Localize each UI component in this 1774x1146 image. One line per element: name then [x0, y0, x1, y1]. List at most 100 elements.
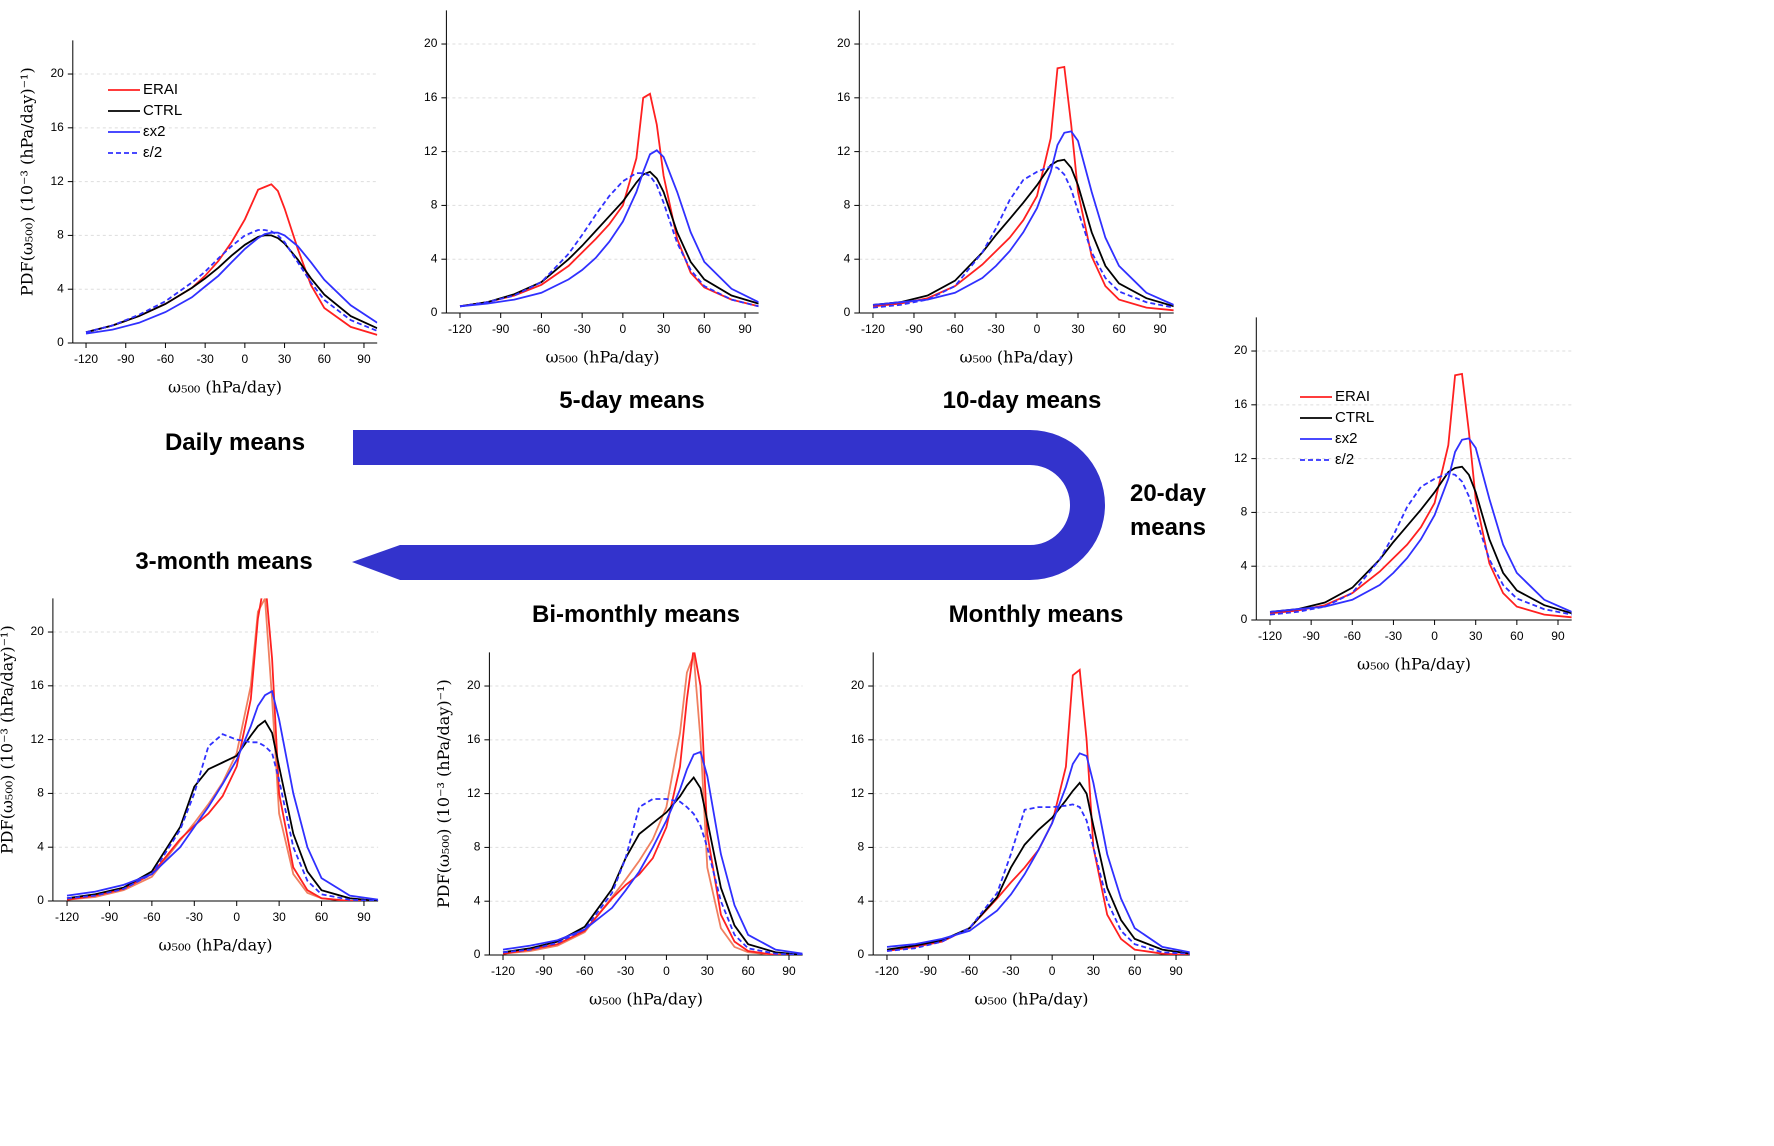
legend-text: ε/2 — [143, 144, 162, 161]
series-line — [872, 130, 1174, 306]
x-tick-label: -60 — [576, 964, 594, 978]
x-tick-label: 90 — [1153, 322, 1167, 336]
legend-text: ERAI — [143, 81, 178, 98]
x-tick-label: -30 — [1002, 964, 1020, 978]
series-line — [459, 170, 759, 308]
chart-title: Daily means — [164, 429, 306, 456]
plot-lines — [66, 598, 379, 902]
x-tick-label: -90 — [535, 964, 553, 978]
x-tick-label: 0 — [620, 322, 627, 336]
series-line — [1269, 465, 1572, 615]
x-tick-label: -30 — [196, 352, 214, 366]
series-line — [886, 668, 1190, 956]
y-tick-label: 8 — [431, 198, 438, 212]
x-tick-label: 90 — [738, 322, 752, 336]
chart-title: Monthly means — [948, 601, 1124, 628]
y-tick-label: 16 — [31, 678, 45, 692]
y-axis-label: PDF(ω₅₀₀) (10⁻³ (hPa/day)⁻¹) — [434, 679, 453, 908]
y-tick-label: 16 — [837, 90, 851, 104]
x-tick-label: 30 — [657, 322, 671, 336]
plot-lines — [85, 183, 378, 336]
x-tick-label: 30 — [278, 352, 292, 366]
y-tick-label: 8 — [1241, 505, 1248, 519]
y-tick-label: 4 — [57, 281, 64, 295]
y-tick-label: 0 — [431, 305, 438, 319]
y-tick-label: 12 — [31, 732, 45, 746]
x-tick-label: -120 — [55, 910, 79, 924]
x-tick-label: 0 — [663, 964, 670, 978]
x-tick-label: 60 — [698, 322, 712, 336]
y-tick-label: 4 — [431, 251, 438, 265]
chart-title: 3-month means — [135, 548, 313, 575]
chart-title: Bi-monthly means — [531, 601, 741, 628]
y-tick-label: 0 — [1241, 612, 1248, 626]
x-tick-label: -90 — [920, 964, 938, 978]
x-tick-label: -120 — [1258, 629, 1282, 643]
x-tick-label: 90 — [1551, 629, 1565, 643]
x-tick-label: 60 — [1128, 964, 1142, 978]
series-line — [502, 750, 803, 955]
series-line — [85, 234, 378, 334]
x-axis-label: ω₅₀₀ (hPa/day) — [589, 990, 703, 1009]
x-tick-label: -60 — [157, 352, 175, 366]
y-tick-label: 0 — [57, 335, 64, 349]
y-tick-label: 8 — [858, 840, 865, 854]
series-line — [1269, 437, 1572, 613]
x-tick-label: 30 — [1087, 964, 1101, 978]
x-tick-label: -120 — [74, 352, 98, 366]
series-line — [85, 229, 378, 334]
x-tick-label: -90 — [1302, 629, 1320, 643]
x-axis-label: ω₅₀₀ (hPa/day) — [546, 348, 660, 367]
y-tick-label: 0 — [858, 947, 865, 961]
x-tick-label: -90 — [117, 352, 135, 366]
series-line — [886, 803, 1190, 955]
x-tick-label: 60 — [741, 964, 755, 978]
x-tick-label: -60 — [143, 910, 161, 924]
y-tick-label: 12 — [467, 786, 481, 800]
x-tick-label: -30 — [573, 322, 591, 336]
chart-title: 10-day means — [942, 387, 1102, 414]
x-tick-label: -30 — [186, 910, 204, 924]
y-tick-label: 12 — [851, 786, 865, 800]
y-tick-label: 4 — [37, 839, 44, 853]
legend-text: ERAI — [1335, 388, 1370, 405]
y-tick-label: 4 — [858, 893, 865, 907]
legend-text: εx2 — [143, 123, 166, 140]
plot-lines — [502, 652, 803, 956]
series-line — [66, 719, 379, 902]
x-axis-label: ω₅₀₀ (hPa/day) — [975, 990, 1089, 1009]
flow-arrow — [352, 430, 1105, 580]
x-tick-label: 0 — [1049, 964, 1056, 978]
legend-text: CTRL — [143, 102, 182, 119]
series-line — [886, 781, 1190, 955]
x-tick-label: -60 — [533, 322, 551, 336]
x-tick-label: -120 — [491, 964, 515, 978]
series-line — [502, 798, 803, 956]
y-tick-label: 16 — [50, 120, 64, 134]
y-tick-label: 20 — [424, 36, 438, 50]
y-tick-label: 0 — [844, 305, 851, 319]
legend-text: ε/2 — [1335, 451, 1354, 468]
x-tick-label: -60 — [1344, 629, 1362, 643]
x-tick-label: 30 — [701, 964, 715, 978]
y-tick-label: 12 — [1234, 451, 1248, 465]
x-tick-label: -30 — [617, 964, 635, 978]
series-line — [459, 92, 759, 308]
y-tick-label: 20 — [467, 678, 481, 692]
y-tick-label: 20 — [1234, 343, 1248, 357]
y-tick-label: 20 — [851, 678, 865, 692]
y-tick-label: 4 — [1241, 558, 1248, 572]
x-tick-label: 0 — [1034, 322, 1041, 336]
x-tick-label: 30 — [1469, 629, 1483, 643]
x-tick-label: 90 — [1169, 964, 1183, 978]
x-tick-label: -120 — [875, 964, 899, 978]
y-tick-label: 16 — [851, 732, 865, 746]
y-tick-label: 0 — [37, 893, 44, 907]
legend-text: CTRL — [1335, 409, 1374, 426]
x-tick-label: -90 — [101, 910, 119, 924]
y-tick-label: 20 — [837, 36, 851, 50]
series-line — [66, 598, 379, 902]
plot-lines — [459, 92, 759, 308]
x-tick-label: -90 — [905, 322, 923, 336]
